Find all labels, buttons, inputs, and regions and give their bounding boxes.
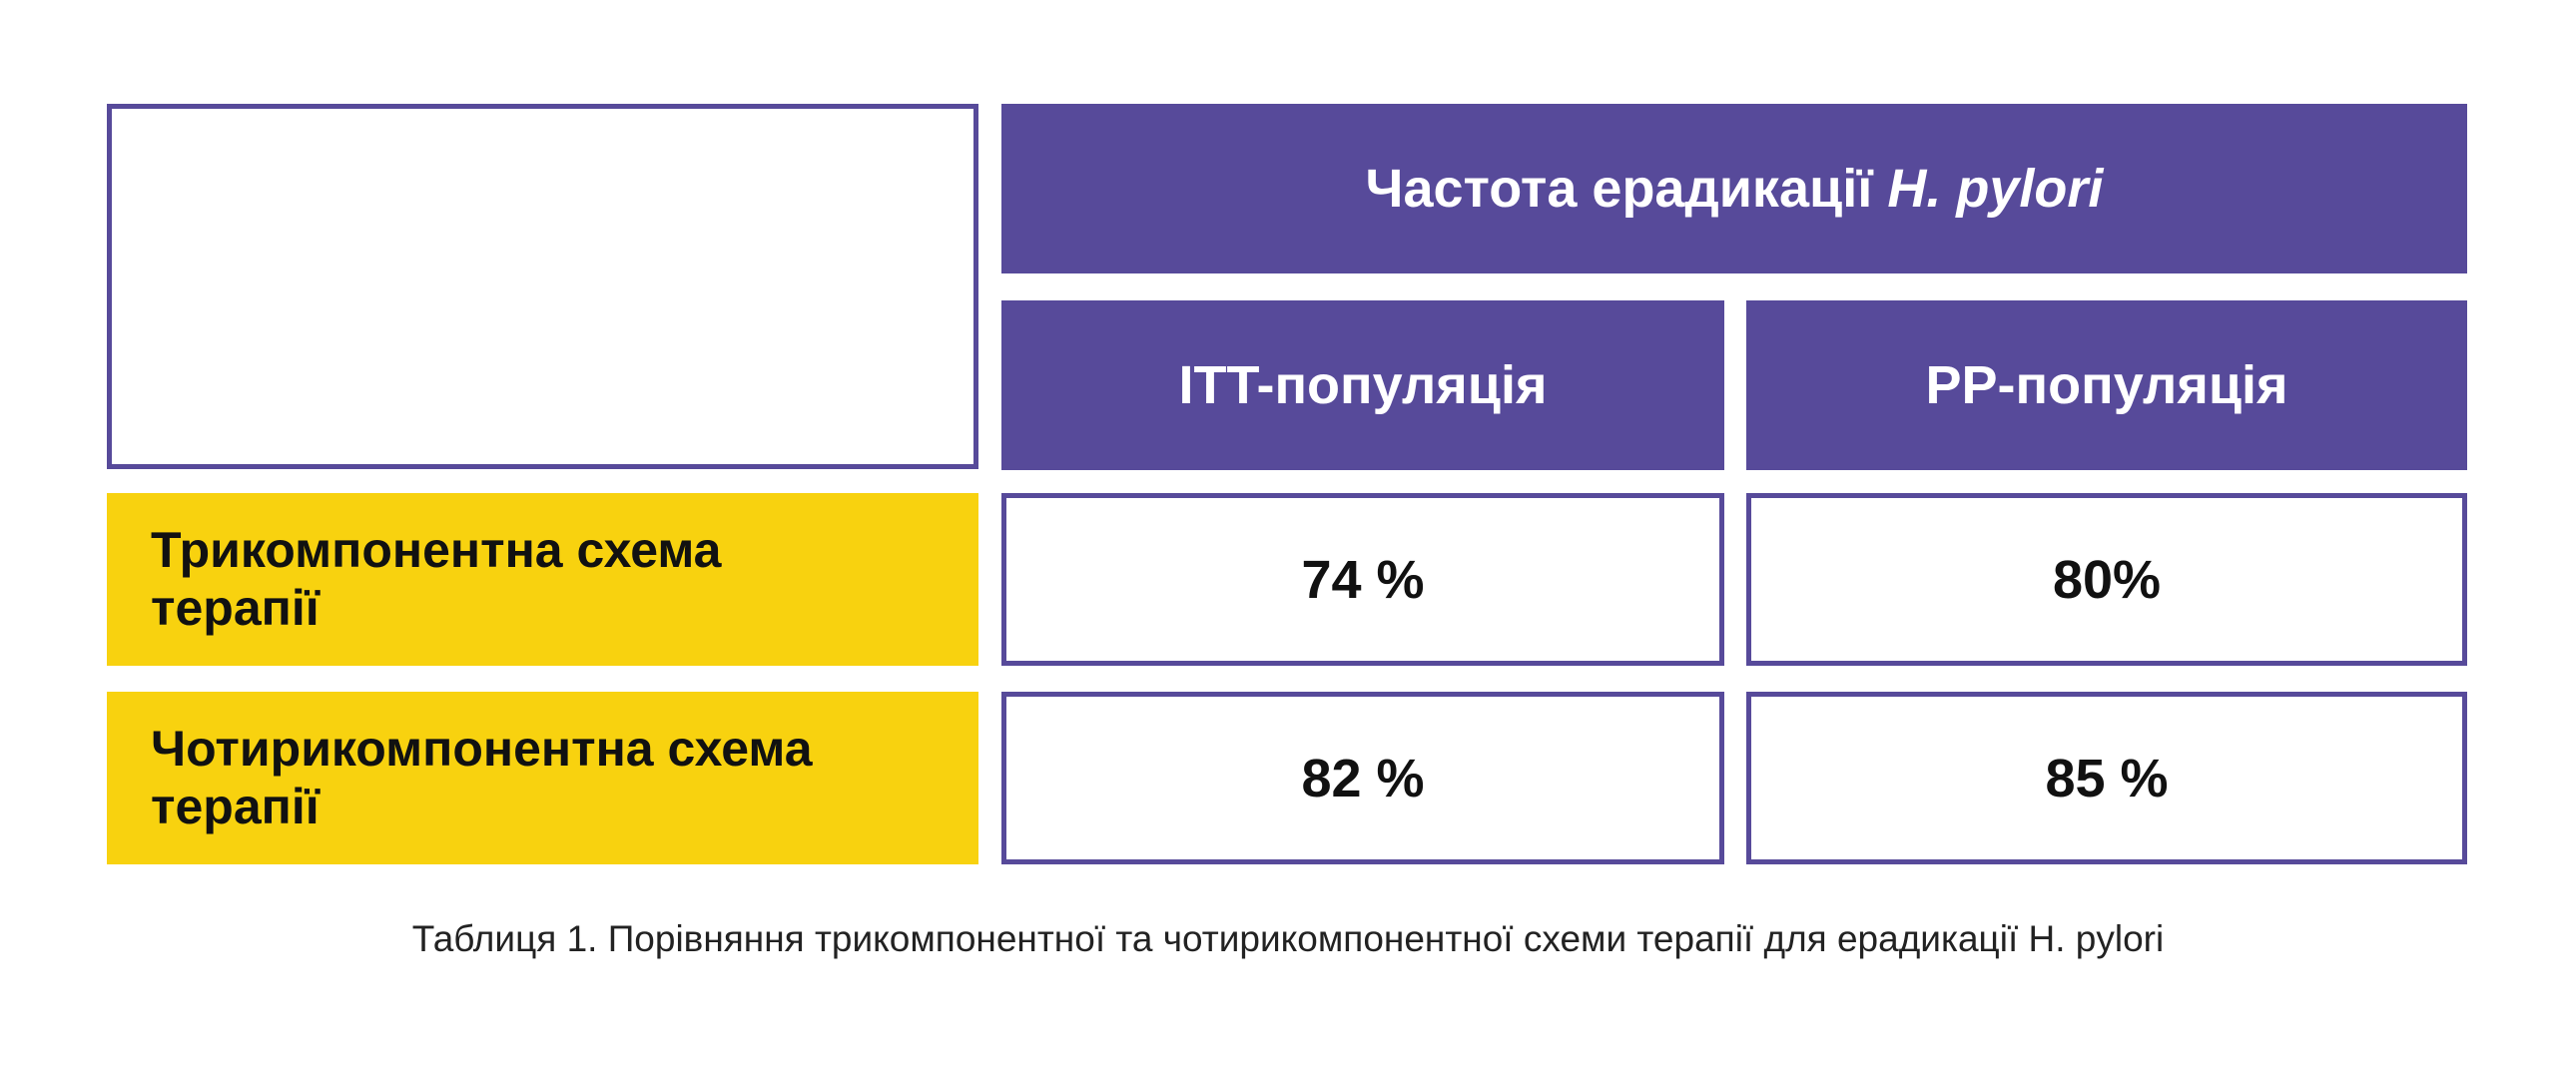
empty-corner-cell (107, 104, 978, 469)
value-text: 82 % (1301, 748, 1425, 808)
row-label-line: терапії (151, 579, 320, 636)
value-text: 80% (2052, 549, 2162, 610)
row-label-line: Трикомпонентна схема (151, 522, 722, 578)
column-header-label: PP-популяція (1925, 355, 2288, 415)
value-text: 85 % (2045, 748, 2169, 808)
header-title: Частота ерадикації (1365, 159, 1873, 219)
column-header-label: ITT-популяція (1178, 355, 1548, 415)
row-label-line: Чотирикомпонентна схема (151, 721, 813, 777)
row-label-quadruple-therapy: Чотирикомпонентна схема терапії (107, 692, 978, 864)
column-header-itt: ITT-популяція (1001, 300, 1724, 470)
value-cell-triple-pp: 80% (1746, 493, 2467, 666)
row-label-line: терапії (151, 778, 320, 834)
column-header-pp: PP-популяція (1746, 300, 2467, 470)
header-title-italic: H. pylori (1887, 159, 2104, 219)
header-eradication-rate: Частота ерадикації H. pylori (1001, 104, 2467, 273)
value-cell-quadruple-pp: 85 % (1746, 692, 2467, 864)
value-text: 74 % (1301, 549, 1425, 610)
value-cell-quadruple-itt: 82 % (1001, 692, 1724, 864)
row-label-triple-therapy: Трикомпонентна схема терапії (107, 493, 978, 666)
value-cell-triple-itt: 74 % (1001, 493, 1724, 666)
table-caption: Таблиця 1. Порівняння трикомпонентної та… (411, 918, 2165, 959)
